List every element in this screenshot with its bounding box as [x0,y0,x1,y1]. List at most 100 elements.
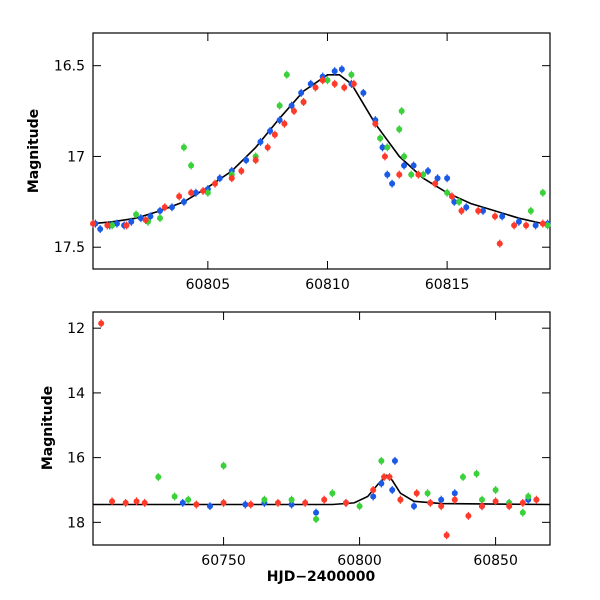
data-point [444,175,451,182]
data-point [389,180,396,187]
x-tick-label: 60815 [425,277,470,293]
x-axis-label: HJD−2400000 [267,569,376,585]
data-point [274,499,281,506]
data-point [415,171,422,178]
data-point [377,135,384,142]
y-tick-label: 12 [67,321,85,337]
data-point [350,80,357,87]
data-point [156,207,163,214]
top-model-curve [92,74,543,225]
data-point [348,71,355,78]
data-point [288,496,295,503]
data-point [216,175,223,182]
data-point [451,496,458,503]
data-point [137,215,144,222]
data-point [247,501,254,508]
data-point [206,503,213,510]
x-tick-label: 60810 [305,277,350,293]
data-point [238,167,245,174]
top-light-curve-panel: 60805 60810 60815 16.5 17 17.5 Magnitude [26,32,551,293]
data-point [463,204,470,211]
data-point [128,218,135,225]
data-point [109,498,116,505]
data-point [443,532,450,539]
data-point [525,493,532,500]
data-point [515,218,522,225]
data-point [313,516,320,523]
data-point [319,77,326,84]
data-point [356,503,363,510]
data-point [109,222,116,229]
bottom-x-ticks: 60750 60800 60850 [201,312,518,569]
data-point [458,207,465,214]
data-point [478,503,485,510]
data-point [321,496,328,503]
data-point [444,189,451,196]
data-point [147,213,154,220]
data-point [188,162,195,169]
data-point [298,89,305,96]
data-point [384,144,391,151]
data-point [313,509,320,516]
data-point [97,226,104,233]
data-point [370,493,377,500]
data-point [451,490,458,497]
data-point [104,222,111,229]
data-point [420,171,427,178]
y-tick-label: 14 [67,386,85,402]
data-point [532,222,539,229]
data-point [401,153,408,160]
data-point [324,77,331,84]
data-point [475,207,482,214]
data-point [492,498,499,505]
data-point [448,193,455,200]
data-point [281,120,288,127]
data-point [389,486,396,493]
data-point [220,462,227,469]
data-point [396,126,403,133]
data-point [228,175,235,182]
data-point [506,503,513,510]
data-point [523,222,530,229]
bottom-data-points [98,319,540,540]
data-point [283,71,290,78]
bottom-light-curve-panel: 60750 60800 60850 12 14 16 18 Magnitude HJD−2… [40,311,551,585]
data-point [179,499,186,506]
data-point [527,207,534,214]
data-point [396,171,403,178]
y-tick-label: 16.5 [54,59,85,75]
data-point [307,80,314,87]
data-point [276,102,283,109]
bottom-y-axis-label: Magnitude [40,386,56,470]
data-point [381,153,388,160]
data-point [171,493,178,500]
data-point [381,474,388,481]
top-y-axis-label: Magnitude [26,109,42,193]
data-point [257,138,264,145]
data-point [180,198,187,205]
data-point [141,499,148,506]
data-point [391,457,398,464]
data-point [478,496,485,503]
data-point [142,216,149,223]
data-point [519,509,526,516]
data-point [176,193,183,200]
y-tick-label: 17.5 [54,240,85,256]
data-point [113,220,120,227]
top-y-ticks: 16.5 17 17.5 [54,59,550,256]
data-point [539,220,546,227]
top-plot-frame [92,32,551,270]
data-point [122,499,129,506]
data-point [252,157,259,164]
top-x-ticks: 60805 60810 60815 [186,33,470,293]
data-point [533,496,540,503]
data-point [271,131,278,138]
data-point [473,470,480,477]
data-point [410,162,417,169]
data-point [378,480,385,487]
data-point [499,213,506,220]
data-point [302,499,309,506]
data-point [465,512,472,519]
data-point [204,189,211,196]
data-point [188,189,195,196]
